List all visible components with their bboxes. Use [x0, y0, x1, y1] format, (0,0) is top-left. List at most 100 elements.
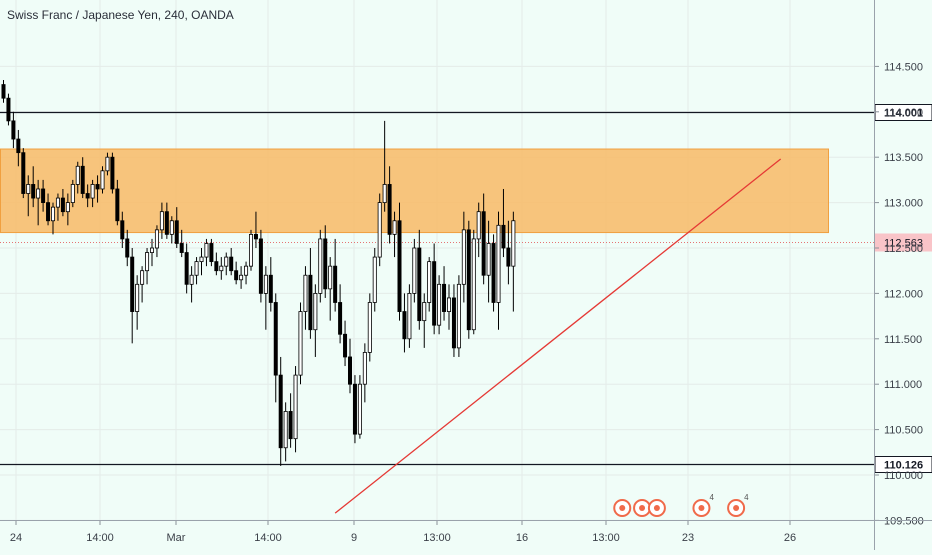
ascending-trendline[interactable] [334, 158, 782, 514]
candle [234, 261, 239, 285]
y-tick-label: 112.500 [884, 243, 923, 255]
candle [338, 284, 343, 344]
candle-body-up [318, 238, 323, 294]
candles [1, 80, 516, 466]
candle [229, 248, 234, 276]
candle-body-up [303, 274, 308, 312]
candle-body-down [343, 333, 348, 358]
candle [214, 252, 219, 276]
candle-body-up [407, 292, 412, 340]
x-tick-label: 16 [516, 532, 528, 544]
candle [174, 207, 179, 248]
candle-body-up [244, 265, 249, 276]
candle [135, 275, 140, 330]
candle [412, 238, 417, 303]
candle [352, 375, 357, 444]
candle [1, 80, 6, 103]
candle-body-down [481, 211, 486, 276]
candle-body-up [328, 265, 333, 290]
candle-body-up [293, 374, 298, 440]
candle [26, 175, 31, 217]
candle-body-down [179, 243, 184, 253]
candle-body-up [283, 411, 288, 449]
candle [343, 320, 348, 367]
candle [65, 193, 70, 226]
candle [308, 248, 313, 339]
candle [283, 402, 288, 462]
candle-body-down [214, 261, 219, 272]
candle-body-up [199, 256, 204, 263]
x-tick-label: Mar [167, 532, 186, 544]
candle-body-down [209, 243, 214, 263]
level-price-label: 110.126 [884, 460, 923, 472]
candle-body-up [26, 184, 31, 194]
candle-body-up [239, 274, 244, 281]
candle [293, 366, 298, 453]
candle [189, 266, 194, 303]
candle [387, 166, 392, 244]
candle-body-up [461, 229, 466, 285]
candle-body-down [85, 193, 90, 199]
candle [333, 238, 338, 312]
candle-body-up [55, 197, 60, 208]
candle-body-up [382, 184, 387, 204]
candle-body-up [145, 252, 150, 272]
candle [169, 216, 174, 244]
candle [248, 229, 253, 271]
candle [154, 225, 159, 258]
candle-body-up [51, 206, 56, 222]
candle [130, 248, 135, 344]
candle [31, 166, 36, 208]
candle-body-down [46, 202, 51, 222]
y-tick-label: 114.500 [884, 61, 923, 73]
candle [239, 266, 244, 289]
event-marker-count: 4 [744, 493, 749, 502]
candle [219, 257, 224, 280]
candle-body-up [263, 274, 268, 294]
candle [46, 193, 51, 226]
event-marker[interactable]: 4 [692, 493, 714, 517]
candle [357, 375, 362, 439]
x-tick-label: 13:00 [423, 532, 451, 544]
current-price-label: 112.563 [884, 238, 923, 250]
candle [437, 275, 442, 335]
candle-body-up [446, 297, 451, 312]
candle-body-down [417, 247, 422, 322]
candle [140, 266, 145, 303]
candle [253, 211, 258, 248]
candle [204, 238, 209, 267]
candle [501, 188, 506, 258]
candle [125, 229, 130, 267]
candle-body-down [466, 229, 471, 331]
event-marker[interactable]: 4 [727, 493, 749, 517]
candle-body-down [253, 233, 258, 240]
resistance-zone [0, 148, 829, 234]
candle-body-up [437, 283, 442, 326]
candle-body-down [229, 256, 234, 272]
candle [442, 266, 447, 321]
candle-body-up [159, 211, 164, 231]
x-tick-label: 24 [10, 532, 22, 544]
candle-body-up [298, 311, 303, 376]
candle-body-down [402, 311, 407, 340]
candle [268, 257, 273, 312]
candle-body-down [164, 211, 169, 235]
candle [70, 179, 75, 208]
candle [288, 393, 293, 448]
candle-body-down [184, 252, 189, 285]
candle-body-up [313, 292, 318, 331]
y-tick-label: 111.500 [884, 334, 922, 346]
candle-body-down [16, 138, 21, 154]
event-marker[interactable] [647, 499, 666, 517]
candle-body-up [36, 188, 41, 199]
candle-body-up [486, 243, 491, 276]
event-marker[interactable] [613, 499, 632, 517]
candle-body-down [323, 238, 328, 290]
candle-body-down [234, 270, 239, 281]
candle-body-down [352, 383, 357, 435]
candle [258, 229, 263, 303]
event-marker[interactable] [633, 499, 652, 517]
